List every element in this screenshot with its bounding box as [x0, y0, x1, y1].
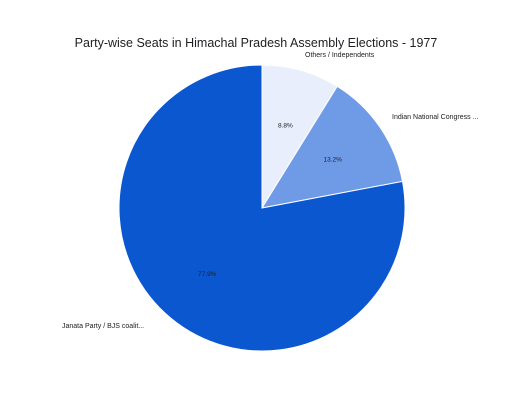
slice-labels: Others / Independents Indian National Con…	[62, 52, 478, 330]
percent-label-2: 13.2%	[323, 156, 342, 163]
pie-slices	[118, 64, 406, 352]
slice-label-1: Others / Independents	[305, 52, 375, 59]
slice-label-3: Janata Party / BJS coalit...	[62, 323, 144, 330]
percent-label-3: 77.9%	[198, 271, 217, 278]
percent-label-1: 8.8%	[278, 122, 293, 129]
slice-label-2: Indian National Congress ...	[392, 114, 478, 121]
pie-slice-3	[118, 64, 406, 352]
percent-labels: 8.8% 13.2% 77.9%	[198, 122, 342, 278]
chart-title: Party-wise Seats in Himachal Pradesh Ass…	[75, 36, 438, 50]
pie-slice-2	[260, 85, 404, 209]
